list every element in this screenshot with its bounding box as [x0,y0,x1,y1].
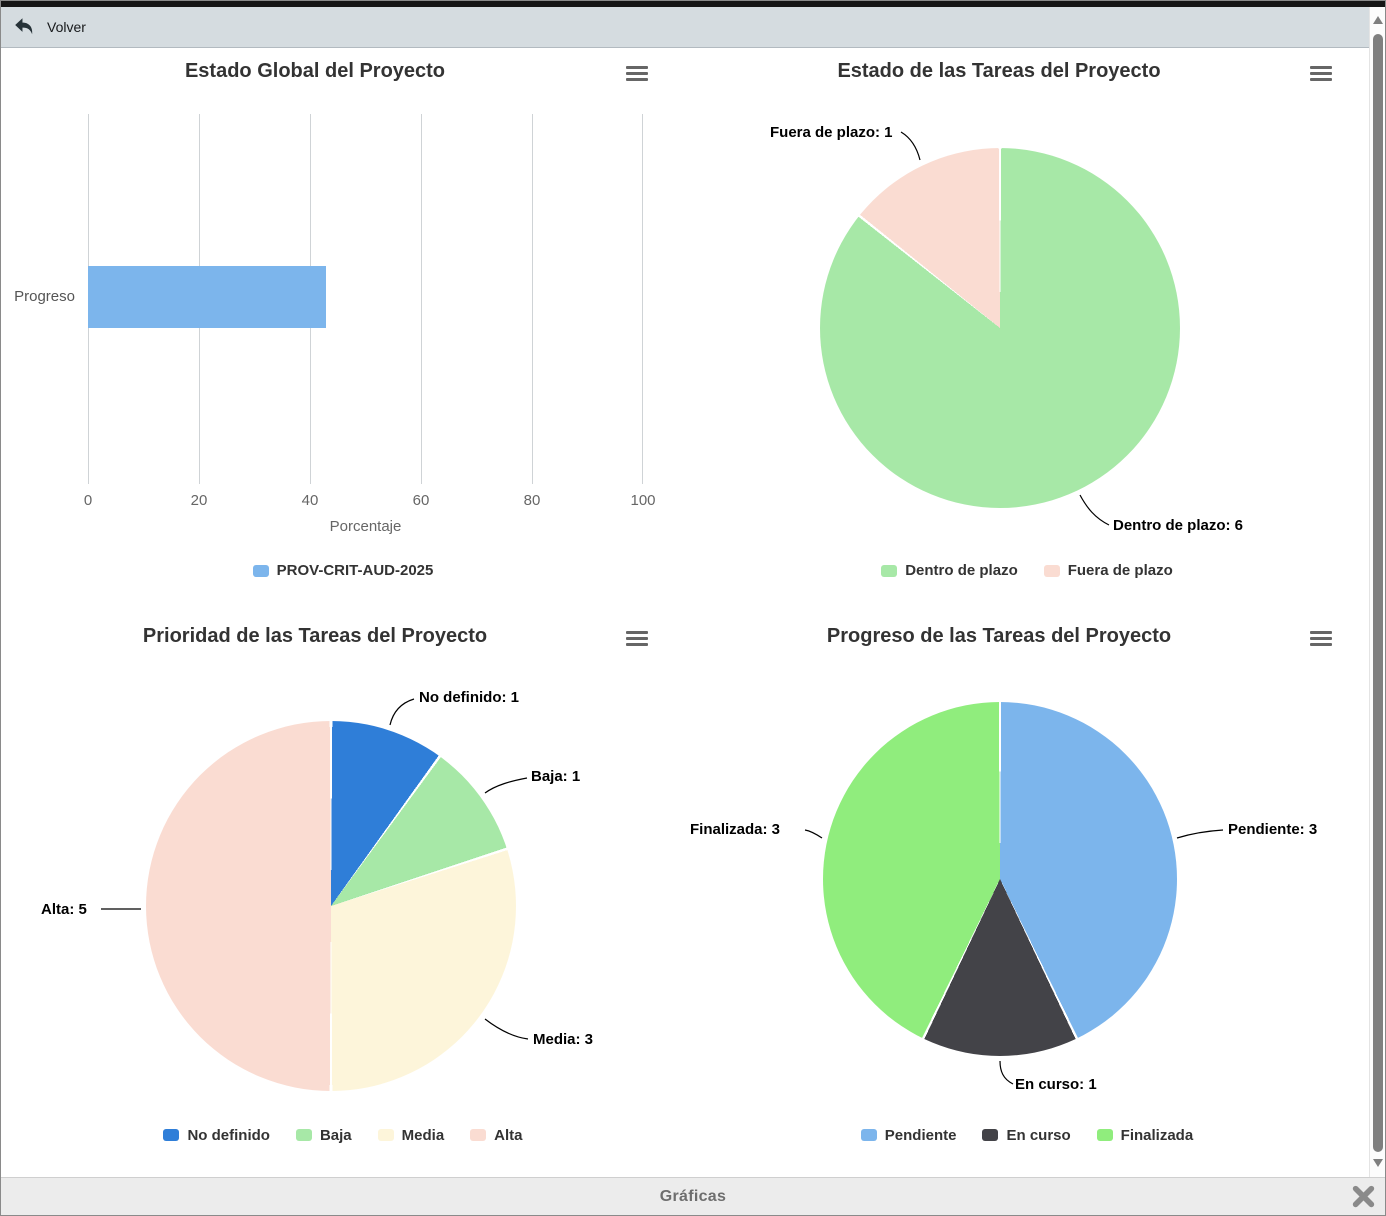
legend-swatch [163,1129,180,1141]
chart-context-menu-button[interactable] [1309,65,1333,85]
down-arrow-icon[interactable] [1373,1159,1383,1167]
hamburger-icon [626,66,648,69]
progress-bar[interactable] [88,266,327,328]
legend-label: Pendiente [884,1126,957,1144]
slice-label: Baja: 1 [531,767,581,785]
legend-swatch [295,1129,312,1141]
legend-label: PROV-CRIT-AUD-2025 [276,562,434,579]
pie-progreso-tareas[interactable] [823,701,1177,1056]
hamburger-icon [626,630,648,634]
slice-label: Media: 3 [533,1030,594,1048]
x-tick: 40 [301,492,319,509]
bar-plot-area [88,114,643,484]
legend-label: Finalizada [1120,1126,1194,1144]
legend-swatch [881,564,898,577]
legend-item[interactable]: No definido [163,1127,270,1144]
pie-prioridad[interactable] [146,720,516,1091]
legend-item[interactable]: Finalizada [1096,1126,1194,1144]
back-button-label: Volver [47,19,86,35]
up-arrow-icon[interactable] [1373,16,1383,24]
legend-label: Dentro de plazo [905,562,1018,579]
hamburger-icon [1310,630,1332,634]
slice-label: Pendiente: 3 [1228,820,1318,838]
legend-item[interactable]: Media [377,1126,445,1144]
slice-label: Finalizada: 3 [690,820,781,838]
scrollbar-thumb[interactable] [1373,34,1383,1152]
x-tick: 80 [523,492,541,509]
x-tick: 60 [412,492,430,509]
legend-item[interactable]: Fuera de plazo [1043,562,1173,579]
legend-swatch [1096,1129,1113,1141]
slice-label: No definido: 1 [419,688,519,706]
legend-label: En curso [1006,1126,1071,1144]
chart-title: Estado Global del Proyecto [184,60,446,82]
chart-title: Estado de las Tareas del Proyecto [837,60,1161,82]
x-tick: 20 [190,492,208,509]
chart-context-menu-button[interactable] [1309,630,1333,650]
close-button[interactable] [1350,1183,1377,1210]
slice-label: Dentro de plazo: 6 [1113,517,1244,534]
charts-grid: Estado Global del Proyecto Progreso [1,48,1369,1177]
chart-legend: Pendiente En curso Finalizada [685,1127,1369,1144]
legend-label: No definido [187,1126,270,1144]
chart-legend: No definido Baja Media Alta [1,1127,685,1144]
gridline [532,114,533,484]
chart-context-menu-button[interactable] [625,630,649,650]
x-axis-title: Porcentaje [329,518,402,535]
slice-label: En curso: 1 [1015,1075,1097,1093]
modal-title: Gráficas [659,1187,727,1205]
legend-swatch [860,1129,877,1141]
pie-estado-tareas[interactable] [820,148,1180,508]
chart-panel-prioridad: Prioridad de las Tareas del Proyecto No … [1,612,685,1177]
legend-item[interactable]: Baja [295,1126,352,1144]
legend-swatch [470,1129,487,1141]
chart-panel-estado-tareas: Estado de las Tareas del Proyecto Fuera … [685,48,1369,613]
legend-swatch [377,1129,394,1141]
slice-label: Alta: 5 [41,900,87,918]
legend-label: Fuera de plazo [1067,562,1173,579]
legend-swatch [1043,564,1060,577]
legend-swatch [982,1129,999,1141]
legend-item[interactable]: Dentro de plazo [881,562,1018,579]
legend-item[interactable]: PROV-CRIT-AUD-2025 [252,562,434,579]
legend-item[interactable]: En curso [982,1126,1071,1144]
slice-label: Fuera de plazo: 1 [770,124,893,141]
legend-label: Alta [494,1126,523,1144]
x-tick: 100 [630,492,656,509]
hamburger-icon [1310,66,1332,69]
chart-legend: Dentro de plazo Fuera de plazo [685,562,1369,579]
back-button[interactable]: Volver [13,17,86,37]
legend-item[interactable]: Pendiente [860,1126,957,1144]
gridline [642,114,643,484]
vertical-scrollbar[interactable] [1369,7,1385,1177]
category-label: Progreso [14,288,75,305]
undo-arrow-icon [15,18,33,35]
close-x-icon [1352,1185,1375,1208]
bottom-bar: Gráficas [1,1177,1385,1215]
chart-title: Progreso de las Tareas del Proyecto [826,624,1172,647]
chart-panel-progreso-tareas: Progreso de las Tareas del Proyecto Pend… [685,612,1369,1177]
gridline [421,114,422,484]
legend-label: Baja [319,1126,352,1144]
x-tick: 0 [83,492,93,509]
chart-title: Prioridad de las Tareas del Proyecto [142,624,488,647]
chart-panel-estado-global: Estado Global del Proyecto Progreso [1,48,685,613]
legend-swatch [252,564,269,577]
top-toolbar: Volver [1,7,1369,48]
chart-context-menu-button[interactable] [625,65,649,85]
window-top-edge [1,1,1385,7]
chart-legend: PROV-CRIT-AUD-2025 [1,562,685,579]
legend-label: Media [401,1126,445,1144]
legend-item[interactable]: Alta [470,1126,523,1144]
